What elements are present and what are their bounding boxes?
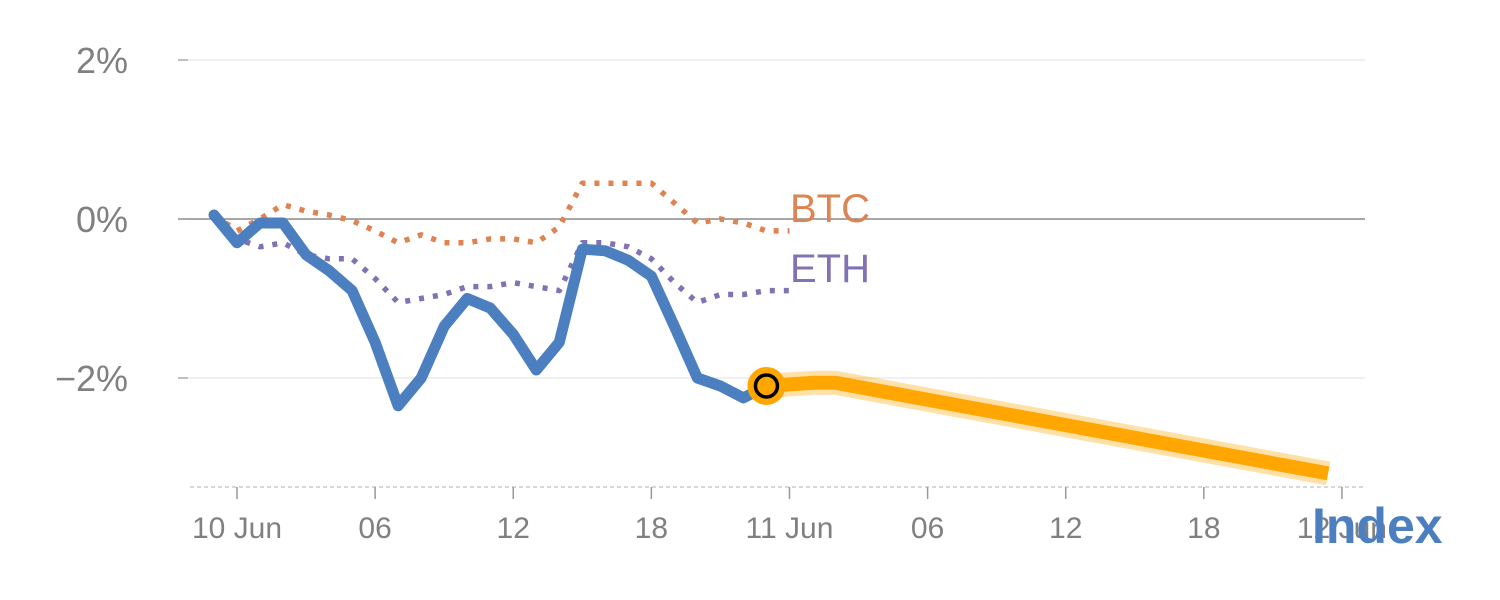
series-btc-line — [212, 180, 790, 246]
x-tick-label: 18 — [635, 512, 668, 545]
series-lines — [208, 180, 1331, 486]
x-tick-label: 12 Jun — [1297, 512, 1387, 545]
axes: 2% 0% −2% 10 Jun 06 12 18 11 Jun 06 12 18 12 Jun — [55, 40, 1387, 545]
series-labels: BTC ETH Index — [790, 187, 1443, 554]
series-label-btc: BTC — [790, 187, 870, 231]
x-tick-label: 06 — [358, 512, 391, 545]
series-eth-line — [212, 213, 790, 306]
series-label-index: Index — [1312, 498, 1443, 554]
x-tick-label: 12 — [497, 512, 530, 545]
x-tick-label: 11 Jun — [746, 512, 834, 545]
y-tick-label: −2% — [55, 358, 128, 399]
forecast-line — [766, 375, 1330, 481]
y-tick-label: 0% — [76, 199, 128, 240]
highlight-point-marker — [753, 373, 780, 399]
x-tick-label: 06 — [911, 512, 944, 545]
x-tick-label: 18 — [1187, 512, 1220, 545]
x-tick-label: 10 Jun — [192, 512, 282, 545]
x-tick-label: 12 — [1049, 512, 1082, 545]
series-label-eth: ETH — [790, 247, 870, 291]
grid-lines — [178, 59, 1365, 379]
series-index-line — [208, 209, 772, 412]
highlight-point-halo — [747, 366, 786, 405]
y-tick-label: 2% — [76, 40, 128, 81]
